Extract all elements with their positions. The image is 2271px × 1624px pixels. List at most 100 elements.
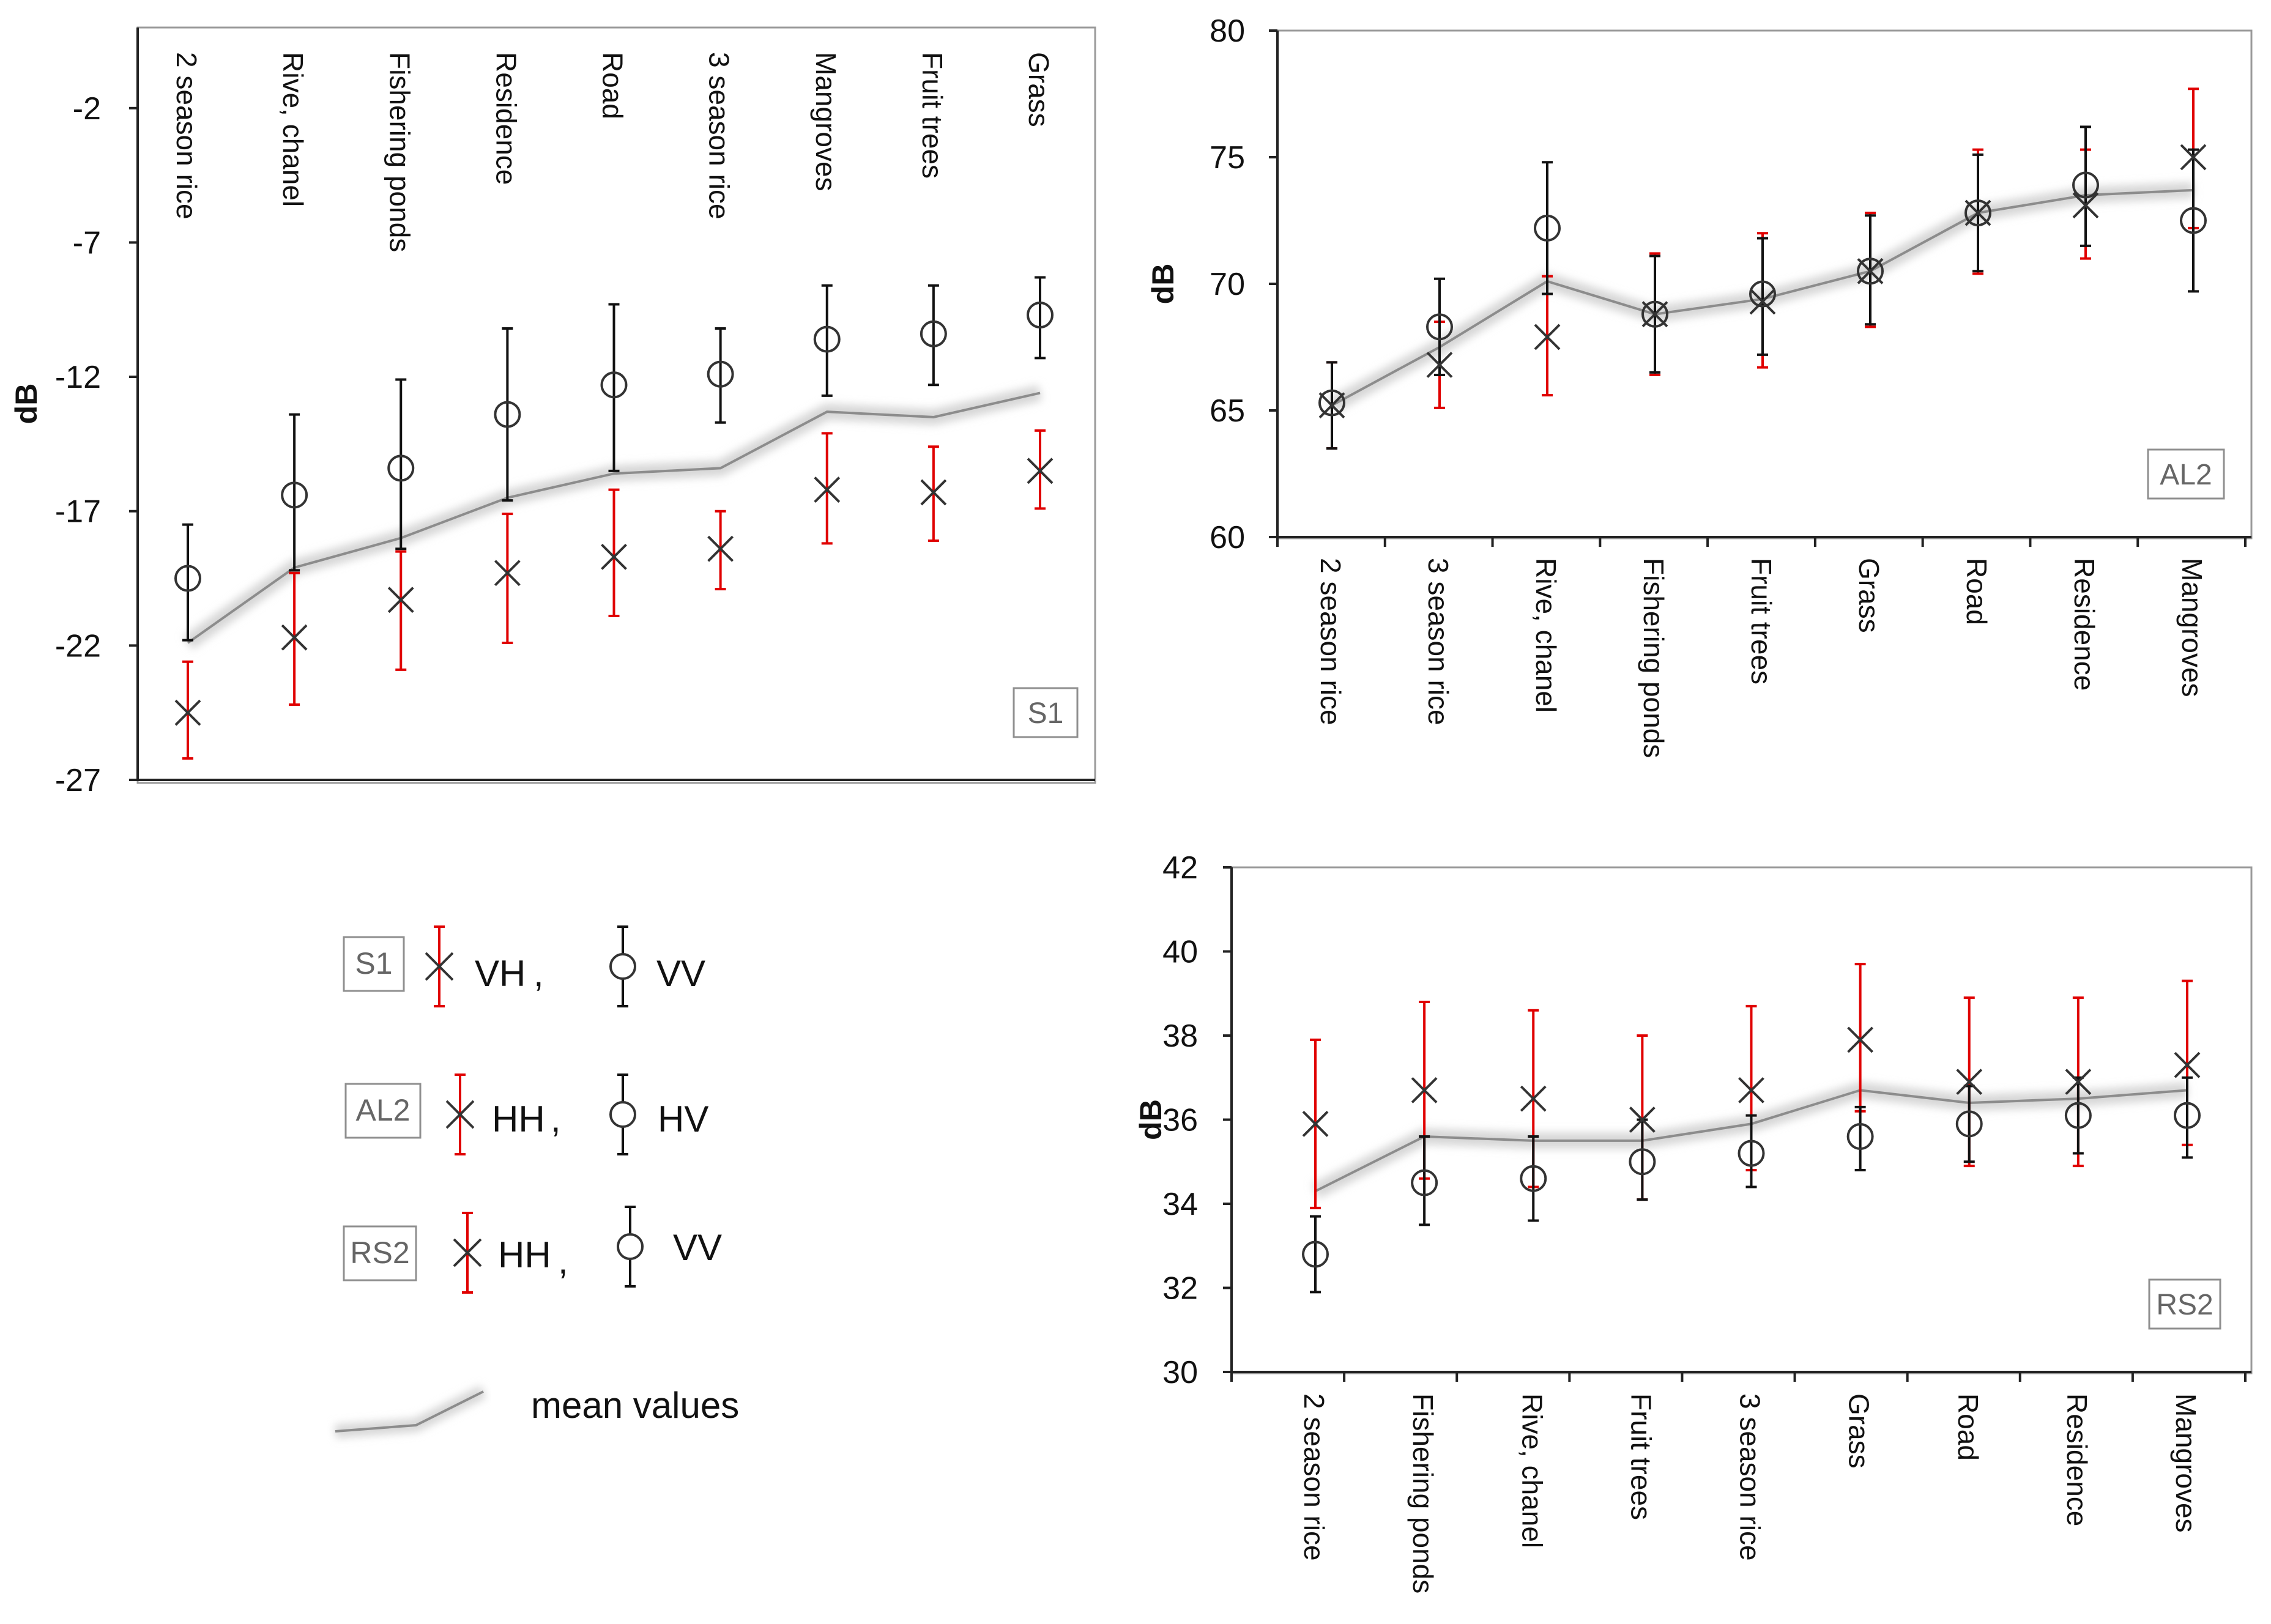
- category-label: Fruit trees: [916, 52, 948, 179]
- legend-circle: [609, 953, 636, 980]
- legend-cross-stroke-b: [425, 952, 454, 981]
- hh-cross-point-stroke-b: [1520, 1085, 1547, 1112]
- legend-cross: [425, 952, 454, 981]
- vv-circle-point: [2064, 1102, 2092, 1129]
- mean-line: [187, 391, 1041, 644]
- y-tick-label: 75: [1210, 140, 1245, 176]
- vv-error-bar: [821, 284, 833, 397]
- legend-circle-marker: [617, 1206, 644, 1288]
- category-label: Road: [1961, 558, 1993, 625]
- hh-cross-point: [1738, 1077, 1764, 1103]
- hv-error-bar: [2080, 125, 2091, 247]
- hv-circle-point: [1749, 280, 1776, 308]
- hv-circle-point: [2180, 207, 2207, 234]
- category-label: Grass: [1853, 558, 1885, 633]
- hh-cross-point-stroke-b: [2065, 1069, 2092, 1096]
- vh-error-bar: [502, 513, 513, 644]
- category-label: Rive, chanel: [1530, 558, 1562, 713]
- y-tick-label: -7: [73, 225, 101, 261]
- chart-badge-label: S1: [1028, 697, 1064, 730]
- legend-mean-line: [335, 1390, 484, 1433]
- category-label: Fishering ponds: [1407, 1393, 1439, 1593]
- hh-cross-point: [1534, 324, 1561, 350]
- hv-error-bar: [1757, 237, 1768, 356]
- vv-circle-point: [600, 371, 628, 399]
- category-label: 2 season rice: [171, 52, 203, 220]
- legend-badge-label: RS2: [350, 1236, 409, 1270]
- legend-cross-stroke-b: [445, 1100, 475, 1129]
- category-label: Rive, chanel: [277, 52, 309, 207]
- y-tick-label: 36: [1162, 1103, 1198, 1138]
- hh-cross-point: [2065, 1069, 2092, 1096]
- vv-error-bar: [1310, 1215, 1321, 1294]
- hv-circle-point: [1318, 389, 1345, 417]
- vv-circle-point: [494, 401, 521, 428]
- legend-badge-label: S1: [355, 946, 392, 981]
- y-tick-label: 34: [1162, 1187, 1198, 1222]
- vv-error-bar: [182, 523, 193, 642]
- vv-error-bar: [608, 303, 620, 472]
- category-label: Mangroves: [810, 52, 842, 191]
- hh-cross-point: [1847, 1026, 1874, 1053]
- category-label: 3 season rice: [1422, 558, 1454, 725]
- hv-circle-point: [1857, 258, 1884, 285]
- vv-circle-point: [813, 325, 841, 353]
- legend-cross-stroke-b: [453, 1238, 482, 1267]
- chart-badge-box: [2148, 1278, 2221, 1330]
- hh-cross-point: [1520, 1085, 1547, 1112]
- category-label: Fishering ponds: [384, 52, 415, 252]
- hv-circle-point: [1534, 214, 1561, 242]
- legend-circle: [617, 1233, 644, 1260]
- hh-cross-point-stroke-b: [1426, 352, 1453, 378]
- hh-cross-point-stroke-b: [1847, 1026, 1874, 1053]
- vh-cross-point: [174, 699, 201, 726]
- legend: S1 VH , VV AL2 HH , HV RS2 HH , VV: [335, 925, 739, 1438]
- vv-circle-point: [707, 360, 734, 388]
- hv-circle-point: [1641, 300, 1668, 328]
- y-tick-label: 60: [1210, 520, 1245, 555]
- vv-error-bar: [715, 327, 726, 424]
- vv-error-bar: [502, 327, 513, 502]
- vh-cross-point: [494, 560, 521, 587]
- vh-cross-point-stroke-b: [707, 535, 734, 562]
- vh-cross-point: [281, 624, 308, 651]
- legend-circle-marker: [609, 1073, 636, 1155]
- y-tick-label: -12: [55, 360, 101, 395]
- vv-circle-point: [2174, 1102, 2201, 1129]
- chart-badge-label: RS2: [2156, 1289, 2213, 1321]
- legend-second-label: VV: [656, 953, 705, 994]
- vv-circle-point: [1629, 1148, 1656, 1176]
- vh-cross-point: [920, 479, 947, 506]
- vv-error-bar: [927, 284, 939, 387]
- legend-cross-marker: [425, 925, 454, 1007]
- legend-cross-marker: [453, 1212, 482, 1294]
- vv-circle-point: [920, 320, 947, 347]
- vv-error-bar: [1745, 1114, 1757, 1188]
- legend-first-label: HH: [492, 1099, 545, 1140]
- hh-cross-point: [1629, 1107, 1656, 1133]
- vv-circle-point: [1520, 1165, 1547, 1192]
- hv-circle-point: [1426, 313, 1453, 341]
- category-label: 2 season rice: [1315, 558, 1347, 725]
- hv-circle-point: [1964, 199, 1991, 227]
- legend-first-label: HH: [498, 1234, 551, 1275]
- y-tick-label: 40: [1162, 935, 1198, 970]
- vv-circle-point: [1027, 302, 1054, 329]
- category-label: Fruit trees: [1745, 558, 1777, 684]
- hh-cross-point: [1426, 352, 1453, 378]
- chart-rs2: 42 40 38 36 34 32 30 dB 2 season rice Fishering p…: [1134, 850, 2253, 1593]
- vv-error-bar: [1528, 1135, 1539, 1222]
- vv-circle-point: [1846, 1123, 1874, 1150]
- hh-cross-point: [1411, 1077, 1438, 1103]
- vh-cross-point-stroke-b: [387, 587, 414, 614]
- y-axis-label: dB: [1134, 1099, 1168, 1140]
- vv-error-bar: [289, 413, 300, 572]
- legend-separator: ,: [551, 1099, 561, 1140]
- y-tick-label: -22: [55, 628, 101, 664]
- hh-cross-point: [1302, 1110, 1329, 1137]
- vh-cross-point-stroke-b: [814, 476, 841, 503]
- y-tick-label: -27: [55, 763, 101, 798]
- vv-circle-point: [387, 454, 415, 482]
- vv-circle-point: [1955, 1110, 1983, 1138]
- vv-circle-point: [1738, 1140, 1765, 1167]
